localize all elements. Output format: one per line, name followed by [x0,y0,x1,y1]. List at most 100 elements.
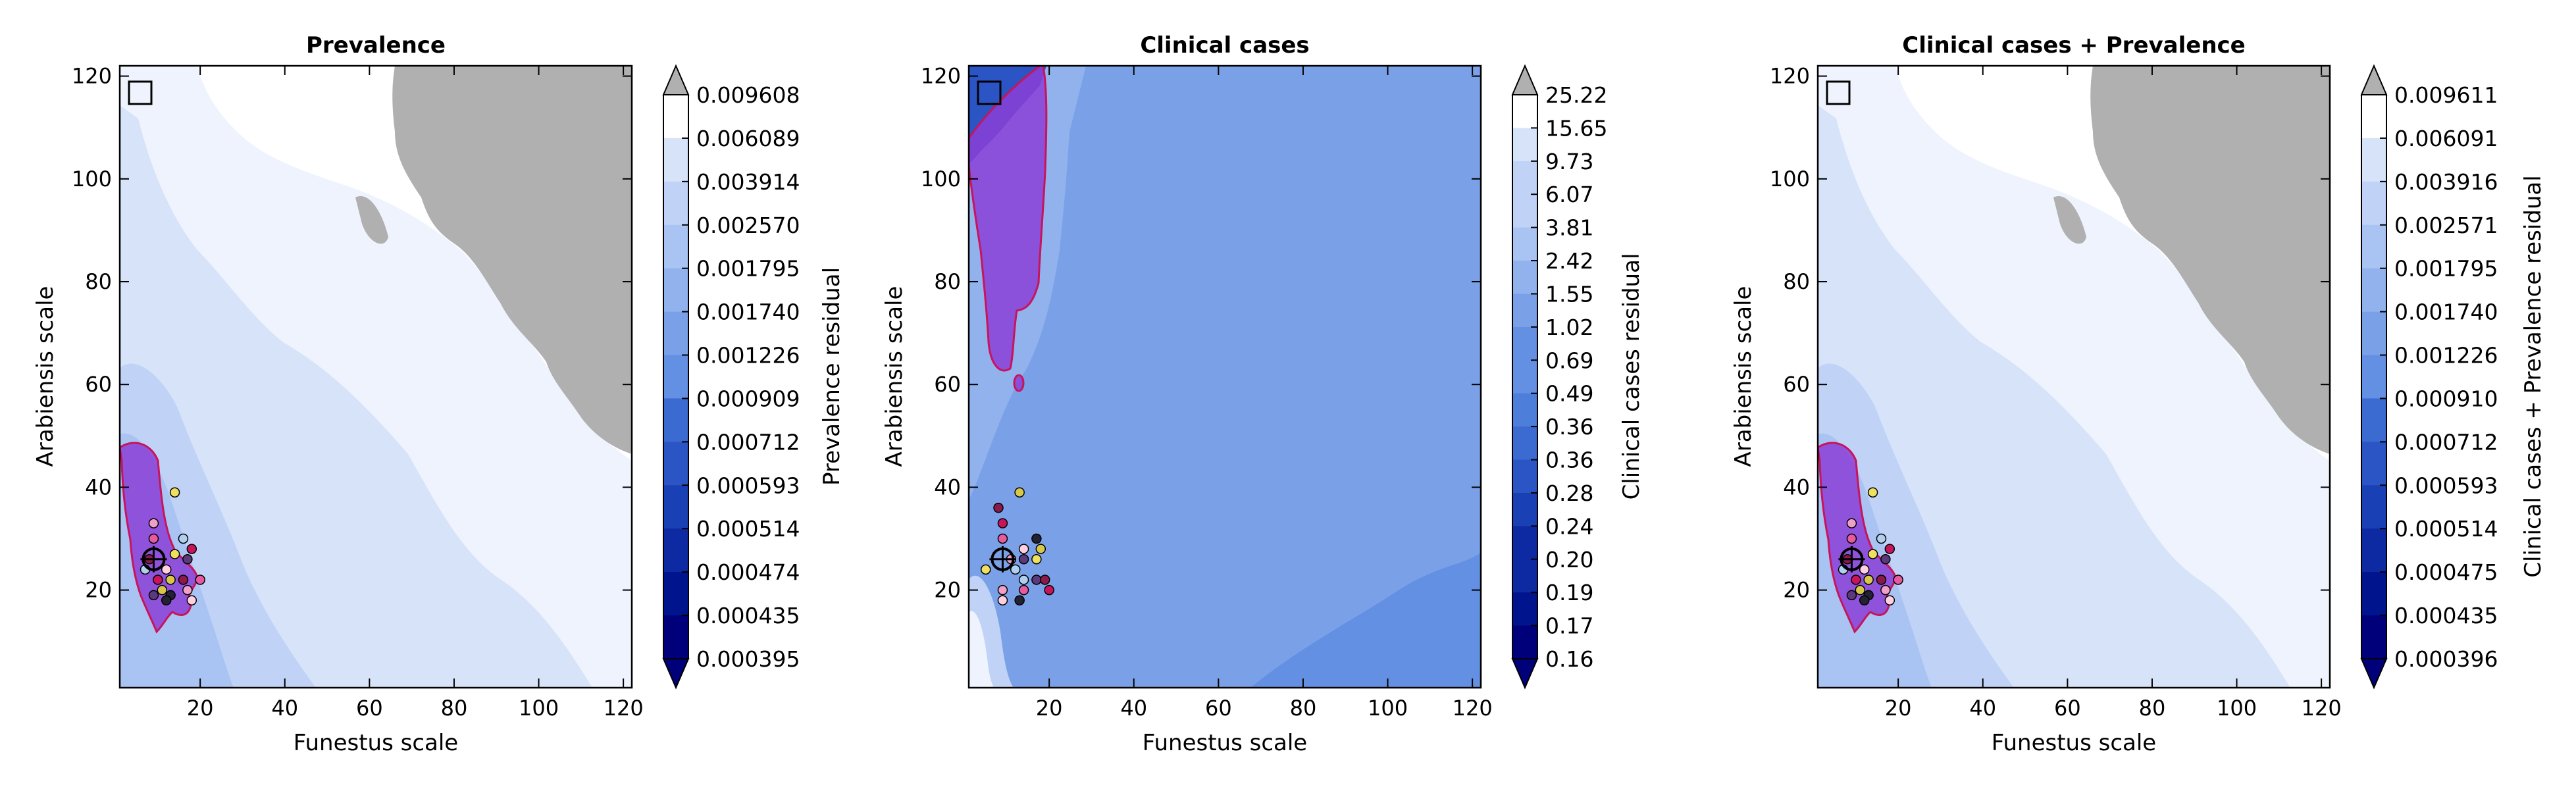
x-tick-label: 60 [356,696,383,721]
y-tick-label: 60 [1783,372,1810,397]
y-tick-label: 40 [85,474,112,499]
y-tick-label: 60 [934,372,961,397]
panel-2-colorbar-label: Clinical cases residual [1618,253,1645,500]
panel-3-optimum-region [1818,442,1897,634]
colorbar-tick-label: 0.001740 [2394,299,2498,325]
colorbar-segment [1512,360,1537,394]
panel-3-y-ticks: 20 40 60 80 100 120 [1770,64,2330,603]
colorbar-tick-label: 0.28 [1545,480,1593,506]
data-point [1031,575,1042,585]
colorbar-tick-label: 0.000712 [2394,429,2498,455]
y-tick-label: 20 [934,578,961,603]
panel-1-colorbar: 0.009608 0.006089 0.003914 0.002570 0.001795… [662,64,800,690]
colorbar-tick-label: 0.000435 [696,603,800,628]
data-point [1876,575,1887,585]
colorbar-tick-label: 0.20 [1545,547,1593,573]
colorbar-tick-label: 0.000514 [2394,516,2498,542]
x-tick-label: 80 [441,696,468,721]
colorbar-tick-label: 0.002571 [2394,213,2498,238]
data-point [1018,584,1029,596]
colorbar-tick-label: 2.42 [1545,248,1593,274]
panel-1-title: Prevalence [306,32,446,59]
panel-3-frame [1816,64,2331,689]
data-point [169,487,180,498]
colorbar-segment [2361,268,2386,313]
x-tick-label: 100 [519,696,559,721]
data-point [1863,575,1874,585]
panel-2-y-ticks: 20 40 60 80 100 120 [921,64,1481,603]
colorbar-tick-label: 0.001226 [696,343,800,369]
colorbar-segment [2361,398,2386,442]
panel-1-points [140,487,205,605]
data-point [1893,575,1903,585]
colorbar-segment [1512,526,1537,560]
colorbar-tick-label: 0.001226 [2394,343,2498,369]
colorbar-segment [663,355,688,399]
y-tick-label: 80 [85,269,112,294]
data-point [1014,595,1025,605]
data-point [1846,533,1857,544]
colorbar-tick-label: 1.02 [1545,315,1593,340]
x-tick-label: 20 [1036,696,1063,721]
colorbar-tick-label: 0.69 [1545,347,1593,373]
colorbar-tick-label: 1.55 [1545,281,1593,307]
y-tick-label: 60 [85,372,112,397]
panel-2-optimum-island [1013,374,1025,392]
colorbar-tick-label: 0.002570 [696,213,800,238]
colorbar-tick-label: 15.65 [1545,115,1607,141]
panel-2-frame [967,64,1482,689]
colorbar-segment [663,442,688,486]
panel-1-plot-area [120,66,632,688]
colorbar-tick-label: 0.16 [1545,646,1593,672]
colorbar-tick-label: 0.36 [1545,448,1593,473]
panel-1-colorbar-label: Prevalence residual [819,267,845,486]
data-point [1031,533,1042,544]
panel-2-optimum-region [969,66,1048,372]
x-tick-label: 40 [1969,696,1996,721]
panel-1-best-point [140,546,167,573]
colorbar-tick-label: 0.000910 [2394,386,2498,411]
colorbar-tick-label: 0.000395 [696,646,800,672]
colorbar-segment [1512,592,1537,627]
y-tick-label: 40 [1783,474,1810,499]
data-point [148,518,159,528]
panel-3-colorbar: 0.009611 0.006091 0.003916 0.002571 0.001795… [2360,64,2498,690]
colorbar-tick-label: 0.36 [1545,414,1593,440]
panel-1-y-label: Arabiensis scale [32,286,59,467]
panel-3-best-point [1838,546,1865,573]
y-tick-label: 80 [934,269,961,294]
colorbar-tick-label: 0.000396 [2394,646,2498,672]
x-tick-label: 100 [2217,696,2257,721]
panel-1-x-label: Funestus scale [294,730,458,756]
data-point [186,595,197,605]
colorbar-segment [2361,311,2386,356]
data-point [1039,575,1050,585]
panel-3-out-of-range-region [2090,66,2330,454]
colorbar-tick-label: 0.006091 [2394,126,2498,151]
data-point [1867,487,1878,498]
x-tick-label: 40 [1120,696,1147,721]
panel-2-band-bottom-left-inner [969,611,994,688]
colorbar-tick-label: 0.000475 [2394,559,2498,585]
data-point [997,518,1008,528]
colorbar-tick-label: 0.000435 [2394,603,2498,628]
x-tick-label: 80 [2139,696,2166,721]
panel-1-y-ticks: 20 40 60 80 100 120 [72,64,632,603]
colorbar-tick-label: 0.000909 [696,386,800,411]
data-point [169,549,180,559]
colorbar-tick-label: 0.19 [1545,580,1593,605]
y-tick-label: 20 [85,578,112,603]
data-point [997,584,1008,596]
colorbar-segment [1512,492,1537,526]
panel-2-x-ticks: 20 40 60 80 100 120 [1036,66,1493,721]
data-point [1018,554,1029,565]
panel-2-title: Clinical cases [1140,32,1309,59]
y-tick-label: 120 [1770,64,1810,89]
panel-3-colorbar-label: Clinical cases + Prevalence residual [2520,175,2546,577]
panel-3-legend-marker [1826,80,1851,105]
colorbar-tick-label: 0.003916 [2394,169,2498,195]
y-tick-label: 100 [1770,166,1810,192]
data-point [186,544,197,554]
